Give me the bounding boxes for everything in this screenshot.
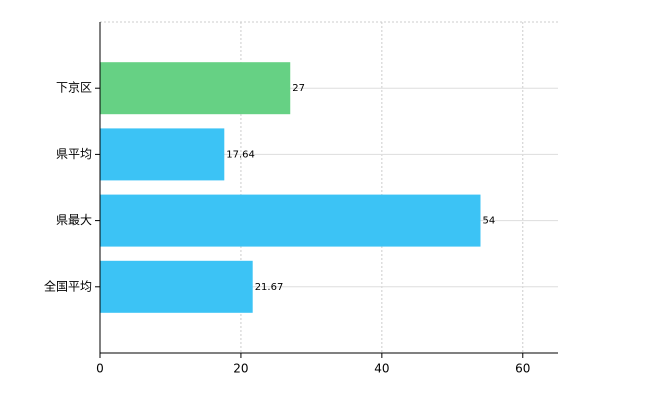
y-tick-label: 県最大 [56,213,92,227]
bar [100,128,225,181]
bar [100,194,481,247]
y-tick-label: 全国平均 [44,278,92,293]
value-label: 54 [482,216,495,227]
bar [100,260,253,313]
x-tick-label: 60 [515,362,530,376]
x-tick-label: 40 [374,362,389,376]
y-tick-label: 県平均 [56,147,92,161]
value-label: 21.67 [255,282,284,293]
x-tick-label: 20 [233,362,248,376]
x-tick-label: 0 [96,362,104,376]
value-label: 17.64 [226,149,255,160]
y-tick-label: 下京区 [56,81,92,95]
value-label: 27 [292,83,305,94]
bar [100,62,291,115]
